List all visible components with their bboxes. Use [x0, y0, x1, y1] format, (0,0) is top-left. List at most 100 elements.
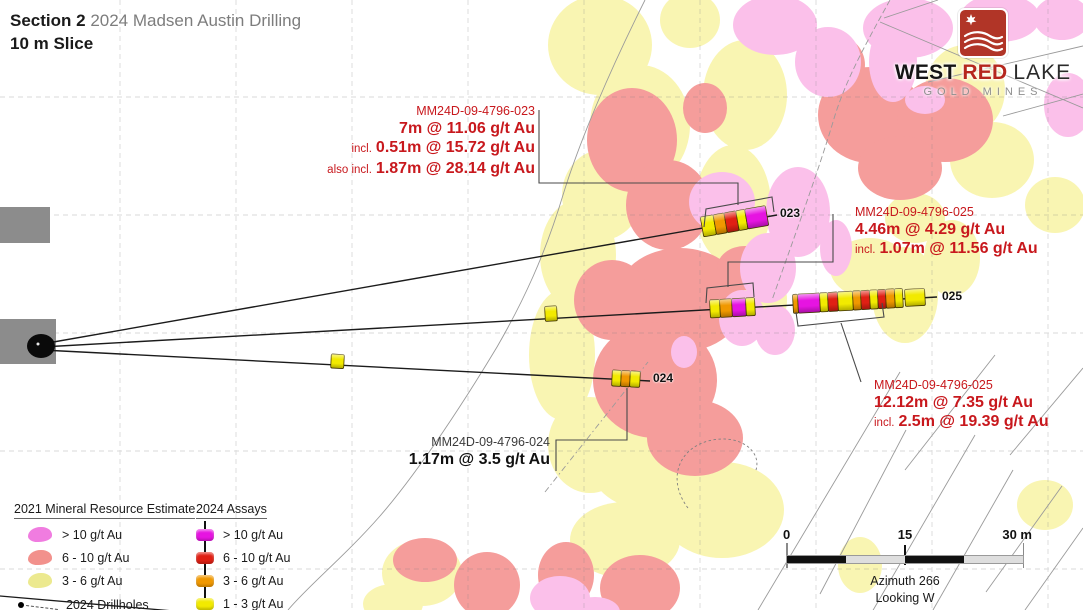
- title-slice: 10 m Slice: [10, 34, 94, 53]
- assay-interval-hole-025: [544, 305, 558, 322]
- azimuth-label: Azimuth 266: [870, 574, 940, 588]
- legend-item: 3 - 6 g/t Au: [196, 569, 290, 592]
- scale-tick-30: 30 m: [1002, 527, 1032, 542]
- logo-mark-graphic: [963, 14, 1004, 52]
- mre-gt10-swatch: [28, 527, 52, 542]
- waves-icon: [963, 31, 1004, 52]
- legend-item: 6 - 10 g/t Au: [196, 546, 290, 569]
- callout-leaders: [538, 110, 885, 471]
- callout-intercept: 1.17m @ 3.5 g/t Au: [408, 451, 550, 468]
- assay-gt10-swatch: [196, 528, 214, 541]
- logo-mark: [958, 8, 1008, 58]
- scale-tick-15: 15: [897, 527, 913, 542]
- looking-label: Looking W: [875, 591, 935, 605]
- mre-gt10-blobs: [530, 0, 1083, 610]
- legend-item: > 10 g/t Au: [14, 523, 195, 546]
- cylinder-shading: [709, 297, 756, 318]
- scalebar-segment: [787, 556, 846, 563]
- surface-line: [0, 595, 170, 610]
- hole-label-025: 025: [942, 289, 963, 303]
- callout-hole-025-upper: MM24D-09-4796-025 4.46m @ 4.29 g/t Au in…: [855, 204, 1038, 260]
- assay-1-3-swatch: [196, 597, 214, 610]
- assay-interval-hole-023: [700, 205, 769, 238]
- cylinder-shading: [330, 354, 345, 369]
- legend-item-label: > 10 g/t Au: [62, 527, 123, 542]
- callout-intercept: 1.87m @ 28.14 g/t Au: [375, 160, 535, 177]
- drill-collar: [27, 334, 55, 358]
- legend-item-label: 6 - 10 g/t Au: [62, 550, 130, 565]
- legend-item-label: > 10 g/t Au: [223, 527, 284, 542]
- scalebar-segment: [846, 556, 905, 563]
- callout-intercept: 0.51m @ 15.72 g/t Au: [375, 139, 535, 156]
- assay-interval-hole-024: [611, 369, 641, 388]
- legend-assays-title: 2024 Assays: [196, 502, 267, 519]
- cylinder-shading: [792, 288, 904, 314]
- legend-assays: 2024 Assays > 10 g/t Au 6 - 10 g/t Au 3 …: [196, 502, 290, 610]
- scale-bar-segments: [786, 555, 1024, 564]
- assay-6-10-swatch: [196, 551, 214, 564]
- page-title: Section 2 2024 Madsen Austin Drilling 10…: [10, 10, 301, 55]
- assay-3-6-swatch: [196, 574, 214, 587]
- callout-hole-024: MM24D-09-4796-024 1.17m @ 3.5 g/t Au: [409, 434, 550, 469]
- drill-traces: [41, 214, 938, 382]
- logo-subtitle: GOLD MINES: [923, 86, 1043, 98]
- mre-3-6-swatch: [28, 573, 52, 588]
- callout-hole-023: MM24D-09-4796-023 7m @ 11.06 g/t Au incl…: [327, 103, 535, 180]
- callout-prefix: also incl.: [327, 164, 372, 176]
- company-logo: WEST RED LAKE GOLD MINES: [884, 8, 1082, 98]
- maple-leaf-icon: [965, 14, 977, 26]
- callout-intercept: 4.46m @ 4.29 g/t Au: [855, 221, 1006, 238]
- assay-intervals-layer: [330, 205, 926, 388]
- logo-word-red: RED: [962, 61, 1008, 84]
- legend-item-drillholes: 2024 Drillholes: [14, 594, 195, 610]
- legend-mre-title: 2021 Mineral Resource Estimate: [14, 502, 196, 519]
- legend-item-label: 2024 Drillholes: [66, 598, 149, 610]
- mre-6-10-swatch: [28, 550, 52, 565]
- legend-item: > 10 g/t Au: [196, 523, 290, 546]
- callout-hole-id: MM24D-09-4796-025: [855, 205, 974, 219]
- callout-prefix: incl.: [855, 244, 876, 256]
- legend-item-label: 6 - 10 g/t Au: [223, 550, 291, 565]
- callout-intercept: 1.07m @ 11.56 g/t Au: [879, 240, 1038, 257]
- structural-lines: [287, 0, 1083, 610]
- hole-label-023: 023: [780, 206, 801, 220]
- assay-interval-hole-024: [330, 353, 345, 369]
- logo-word-west: WEST: [894, 61, 957, 84]
- legend-item-label: 3 - 6 g/t Au: [62, 573, 123, 588]
- legend-item: 1 - 3 g/t Au: [196, 592, 290, 610]
- callout-hole-id: MM24D-09-4796-023: [416, 104, 535, 118]
- callout-prefix: incl.: [351, 143, 372, 155]
- callout-hole-025-lower: MM24D-09-4796-025 12.12m @ 7.35 g/t Au i…: [874, 377, 1049, 433]
- logo-word-lake: LAKE: [1013, 61, 1072, 84]
- legend-item-label: 3 - 6 g/t Au: [223, 573, 284, 588]
- callout-prefix: incl.: [874, 417, 895, 429]
- cylinder-shading: [611, 370, 641, 388]
- drillhole-trace-icon: [26, 604, 58, 610]
- scale-tick-0: 0: [783, 527, 791, 542]
- assay-interval-hole-025: [709, 297, 756, 319]
- cylinder-shading: [700, 205, 769, 237]
- cylinder-shading: [544, 305, 558, 322]
- title-section: Section 2: [10, 11, 86, 30]
- trace-hole-025: [41, 296, 938, 348]
- callout-intercept: 12.12m @ 7.35 g/t Au: [874, 394, 1034, 411]
- legend-item-label: 1 - 3 g/t Au: [223, 596, 284, 610]
- callout-intercept: 7m @ 11.06 g/t Au: [399, 120, 535, 137]
- cylinder-shading: [904, 288, 926, 307]
- title-subject: 2024 Madsen Austin Drilling: [85, 11, 302, 30]
- legend-item: 3 - 6 g/t Au: [14, 569, 195, 592]
- legend-mre: 2021 Mineral Resource Estimate > 10 g/t …: [14, 502, 196, 610]
- scale-bar: 0 15 30 m Azimuth 266 Looking W: [783, 527, 1032, 607]
- scalebar-segment: [964, 556, 1023, 563]
- legend-item: 6 - 10 g/t Au: [14, 546, 195, 569]
- assay-interval-hole-025: [904, 288, 926, 307]
- hole-label-024: 024: [653, 371, 674, 385]
- drillhole-collar-icon: [18, 602, 24, 608]
- assay-legend-axis: [204, 521, 206, 610]
- callout-hole-id: MM24D-09-4796-025: [874, 378, 993, 392]
- logo-wordmark: WEST RED LAKE: [884, 61, 1082, 85]
- trace-hole-023: [41, 214, 778, 345]
